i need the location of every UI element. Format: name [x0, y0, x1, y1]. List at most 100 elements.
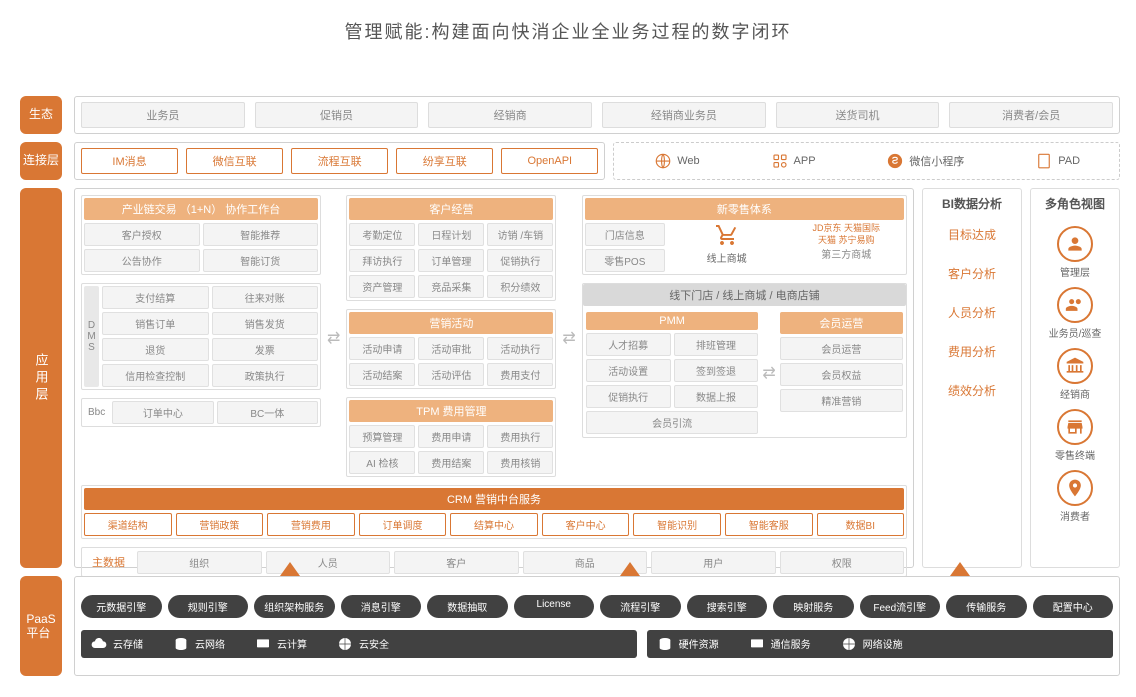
cart-icon — [715, 223, 739, 247]
col3-sub-hd: 线下门店 / 线上商城 / 电商店铺 — [583, 284, 906, 306]
iaas-item: 网络设施 — [841, 636, 903, 652]
col2-cell: 预算管理 — [349, 425, 415, 448]
eco-role: 经销商 — [428, 102, 592, 128]
page-title: 管理赋能:构建面向快消企业全业务过程的数字闭环 — [0, 0, 1136, 58]
dms-cell: 发票 — [212, 338, 319, 361]
connect-chip: 流程互联 — [291, 148, 388, 174]
pmm-cell: 会员引流 — [586, 411, 759, 434]
iaas-item: 云网络 — [173, 636, 225, 652]
brands: JD京东 天猫国际天猫 苏宁易购 第三方商城 — [788, 223, 904, 272]
bi-header: BI数据分析 — [942, 195, 1002, 212]
layer-label-eco: 生态 — [20, 96, 62, 134]
col2-cell: 活动评估 — [418, 363, 484, 386]
col1-cell: 公告协作 — [84, 249, 200, 272]
role-item: 经销商 — [1057, 348, 1093, 401]
col2-cell: 费用申请 — [418, 425, 484, 448]
iaas-icon — [337, 636, 353, 652]
crm-cell: 智能客服 — [725, 513, 813, 536]
dms-cell: 退货 — [102, 338, 209, 361]
iaas-item: 硬件资源 — [657, 636, 719, 652]
role-item: 零售终端 — [1055, 409, 1095, 462]
dms-cell: 往来对账 — [212, 286, 319, 309]
mem-cell: 会员权益 — [780, 363, 903, 386]
crm-cell: 订单调度 — [359, 513, 447, 536]
connect-chip: IM消息 — [81, 148, 178, 174]
bi-item: 客户分析 — [948, 265, 996, 282]
dist-icon — [1057, 348, 1093, 384]
connect-chip: 微信互联 — [186, 148, 283, 174]
col2-cell: 资产管理 — [349, 275, 415, 298]
col3-hd: 新零售体系 — [585, 198, 904, 220]
col2-cell: 订单管理 — [418, 249, 484, 272]
connect-channel: 微信小程序 — [877, 151, 972, 171]
col2-s1-hd: 客户经营 — [349, 198, 553, 220]
eco-role: 消费者/会员 — [949, 102, 1113, 128]
pmm-cell: 活动设置 — [586, 359, 671, 382]
arrow-up-icon — [280, 562, 300, 576]
dms-cell: 销售订单 — [102, 312, 209, 335]
dms-cell: 信用检查控制 — [102, 364, 209, 387]
bi-item: 费用分析 — [948, 343, 996, 360]
col2-cell: 拜访执行 — [349, 249, 415, 272]
mgr-icon — [1057, 226, 1093, 262]
col1-header: 产业链交易 （1+N） 协作工作台 — [84, 198, 318, 220]
master-cell: 权限 — [780, 551, 905, 574]
app-icon — [770, 151, 790, 171]
paas-chip: 组织架构服务 — [254, 595, 335, 618]
bbc-cell: BC一体 — [217, 401, 318, 424]
bi-item: 目标达成 — [948, 226, 996, 243]
col2-cell: 考勤定位 — [349, 223, 415, 246]
master-label: 主数据 — [84, 550, 133, 574]
iaas-item: 云计算 — [255, 636, 307, 652]
col2-s3-hd: TPM 费用管理 — [349, 400, 553, 422]
col2-cell: 竞品采集 — [418, 275, 484, 298]
cons-icon — [1057, 470, 1093, 506]
layer-label-connect: 连接层 — [20, 142, 62, 180]
mem-cell: 精准营销 — [780, 389, 903, 412]
role-item: 业务员/巡查 — [1049, 287, 1102, 340]
crm-cell: 结算中心 — [450, 513, 538, 536]
bi-item: 人员分析 — [948, 304, 996, 321]
col3-top-cell: 门店信息 — [585, 223, 665, 246]
col2-cell: 活动审批 — [418, 337, 484, 360]
role-item: 消费者 — [1057, 470, 1093, 523]
col2-s2-hd: 营销活动 — [349, 312, 553, 334]
bbc-cell: 订单中心 — [112, 401, 213, 424]
paas-chip: 规则引擎 — [168, 595, 249, 618]
mall-online: 线上商城 — [669, 250, 785, 265]
arrow-up-icon — [950, 562, 970, 576]
role-item: 管理层 — [1057, 226, 1093, 279]
col2-cell: 费用执行 — [487, 425, 553, 448]
crm-cell: 数据BI — [817, 513, 905, 536]
col2-cell: 促销执行 — [487, 249, 553, 272]
paas-chip: 流程引擎 — [600, 595, 681, 618]
connect-channel: Web — [645, 151, 707, 171]
connect-chip: OpenAPI — [501, 148, 598, 174]
iaas-icon — [255, 636, 271, 652]
pad-icon — [1034, 151, 1054, 171]
col2-cell: 费用核销 — [487, 451, 553, 474]
col1-cell: 智能推荐 — [203, 223, 319, 246]
col2-cell: 活动结案 — [349, 363, 415, 386]
master-cell: 用户 — [651, 551, 776, 574]
col2-cell: 积分绩效 — [487, 275, 553, 298]
pmm-cell: 人才招募 — [586, 333, 671, 356]
dms-cell: 支付结算 — [102, 286, 209, 309]
iaas-icon — [91, 636, 107, 652]
connect-channel: APP — [762, 151, 824, 171]
crm-hd: CRM 营销中台服务 — [84, 488, 904, 510]
globe-icon — [653, 151, 673, 171]
col1-cell: 智能订货 — [203, 249, 319, 272]
col2-cell: 活动执行 — [487, 337, 553, 360]
mini-icon — [885, 151, 905, 171]
col3-top-cell: 零售POS — [585, 249, 665, 272]
paas-chip: 消息引擎 — [341, 595, 422, 618]
col2-cell: 活动申请 — [349, 337, 415, 360]
pmm-hd: PMM — [586, 312, 759, 330]
crm-cell: 客户中心 — [542, 513, 630, 536]
sales-icon — [1057, 287, 1093, 323]
paas-chip: Feed流引擎 — [860, 595, 941, 618]
mem-cell: 会员运营 — [780, 337, 903, 360]
pmm-cell: 数据上报 — [674, 385, 759, 408]
paas-chip: 数据抽取 — [427, 595, 508, 618]
